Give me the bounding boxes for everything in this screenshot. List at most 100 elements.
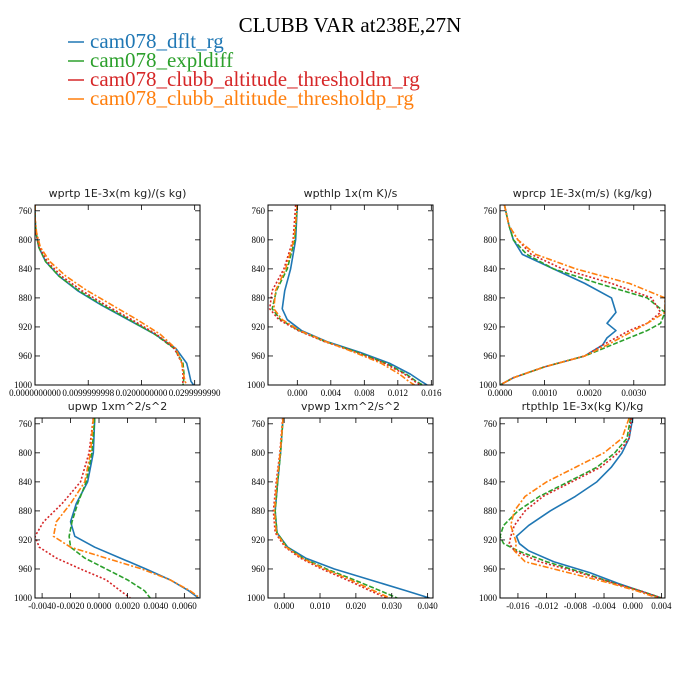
plot-frame — [499, 417, 666, 599]
plot-frame — [34, 204, 201, 386]
x-tick-label: 0.004 — [651, 601, 672, 611]
x-tick-label: 0.000 — [287, 388, 308, 398]
panel-5: vpwp 1xm^2/s^2 760 800 840 880 920 960 1000 0.00… — [247, 400, 438, 611]
y-tick-label: 800 — [484, 448, 498, 458]
y-tick-label: 840 — [19, 264, 33, 274]
plot-frame — [34, 417, 201, 599]
series-line-1 — [500, 205, 617, 385]
x-tick-label: 0.000 — [274, 601, 295, 611]
x-tick-label: 0.0030 — [621, 388, 646, 398]
panel-title: vpwp 1xm^2/s^2 — [301, 400, 400, 413]
x-tick-label: 0.0020 — [115, 601, 140, 611]
plot-frame — [267, 417, 434, 599]
x-tick-label: -0.012 — [535, 601, 558, 611]
series-line-2 — [274, 418, 398, 598]
y-tick-label: 1000 — [14, 593, 33, 603]
panel-2: wpthlp 1x(m K)/s 760 800 840 880 920 960 1000 0.… — [247, 187, 442, 398]
y-tick-label: 840 — [484, 264, 498, 274]
y-tick-label: 880 — [252, 293, 266, 303]
series-line-4 — [52, 418, 200, 598]
y-tick-label: 840 — [484, 477, 498, 487]
series-line-4 — [500, 205, 665, 385]
y-tick-label: 800 — [19, 235, 33, 245]
x-tick-label: -0.004 — [592, 601, 616, 611]
x-tick-label: 0.040 — [417, 601, 438, 611]
y-tick-label: 880 — [19, 506, 33, 516]
y-tick-label: 1000 — [14, 380, 33, 390]
y-tick-label: 840 — [252, 264, 266, 274]
y-tick-label: 800 — [252, 235, 266, 245]
x-tick-label: -0.0040 — [28, 601, 56, 611]
x-tick-label: 0.0040 — [144, 601, 169, 611]
y-tick-label: 800 — [19, 448, 33, 458]
series-line-1 — [35, 205, 195, 385]
legend-item: cam078_clubb_altitude_thresholdm_rg — [68, 67, 420, 91]
series-line-3 — [268, 205, 421, 385]
y-tick-label: 1000 — [247, 593, 266, 603]
x-tick-label: 0.0000 — [87, 601, 112, 611]
x-tick-label: 0.0200000000 — [116, 388, 168, 398]
x-tick-label: -0.016 — [506, 601, 530, 611]
series-line-3 — [35, 418, 131, 598]
y-tick-label: 920 — [252, 535, 266, 545]
y-tick-label: 840 — [19, 477, 33, 487]
series-line-2 — [35, 205, 185, 385]
x-tick-label: 0.0299999990 — [169, 388, 221, 398]
y-tick-label: 880 — [252, 506, 266, 516]
x-tick-label: 0.0000 — [488, 388, 513, 398]
series-line-3 — [272, 418, 387, 598]
x-tick-label: 0.008 — [354, 388, 375, 398]
x-tick-label: 0.004 — [321, 388, 342, 398]
y-tick-label: 1000 — [247, 380, 266, 390]
y-tick-label: 880 — [484, 506, 498, 516]
y-tick-label: 1000 — [479, 593, 498, 603]
series-line-1 — [274, 418, 430, 598]
x-tick-label: -0.008 — [564, 601, 588, 611]
x-tick-label: 0.0010 — [532, 388, 557, 398]
legend-label: cam078_clubb_altitude_thresholdm_rg — [90, 67, 420, 91]
x-tick-label: 0.0020 — [577, 388, 602, 398]
plot-frame — [499, 204, 666, 386]
series-line-1 — [281, 205, 428, 385]
legend-label: cam078_clubb_altitude_thresholdp_rg — [90, 86, 414, 110]
y-tick-label: 960 — [19, 351, 33, 361]
plot-frame — [267, 204, 434, 386]
series-line-2 — [68, 418, 151, 598]
x-tick-label: 0.016 — [421, 388, 442, 398]
y-tick-label: 960 — [484, 351, 498, 361]
y-tick-label: 960 — [19, 564, 33, 574]
panel-3: wprcp 1E-3x(m/s) (kg/kg) 760 800 840 880 920 9… — [479, 187, 666, 398]
x-tick-label: 0.030 — [382, 601, 403, 611]
series-line-3 — [35, 205, 184, 385]
y-tick-label: 800 — [252, 448, 266, 458]
y-tick-label: 880 — [19, 293, 33, 303]
x-tick-label: 0.020 — [346, 601, 367, 611]
x-tick-label: 0.000 — [623, 601, 644, 611]
y-tick-label: 920 — [252, 322, 266, 332]
y-tick-label: 760 — [484, 419, 498, 429]
y-tick-label: 760 — [19, 206, 33, 216]
y-tick-label: 920 — [484, 535, 498, 545]
y-tick-label: 960 — [252, 564, 266, 574]
y-tick-label: 960 — [484, 564, 498, 574]
panel-1: wprtp 1E-3x(m kg)/(s kg) 760 800 840 880 920 9… — [9, 187, 221, 398]
series-line-4 — [509, 418, 659, 598]
panel-grid: wprtp 1E-3x(m kg)/(s kg) 760 800 840 880 920 9… — [9, 187, 672, 611]
legend: cam078_dflt_rgcam078_expldiffcam078_club… — [68, 29, 420, 110]
y-tick-label: 1000 — [479, 380, 498, 390]
series-line-1 — [515, 418, 662, 598]
legend-label: cam078_dflt_rg — [90, 29, 224, 53]
y-tick-label: 800 — [484, 235, 498, 245]
panel-title: upwp 1xm^2/s^2 — [68, 400, 168, 413]
panel-6: rtpthlp 1E-3x(kg K)/kg 760 800 840 880 920 960… — [479, 400, 672, 611]
panel-title: wprtp 1E-3x(m kg)/(s kg) — [49, 187, 187, 200]
series-line-4 — [273, 205, 415, 385]
y-tick-label: 760 — [252, 206, 266, 216]
series-line-2 — [500, 418, 662, 598]
series-line-4 — [273, 418, 391, 598]
y-tick-label: 960 — [252, 351, 266, 361]
y-tick-label: 760 — [484, 206, 498, 216]
panel-title: rtpthlp 1E-3x(kg K)/kg — [522, 400, 644, 413]
x-tick-label: 0.010 — [310, 601, 331, 611]
